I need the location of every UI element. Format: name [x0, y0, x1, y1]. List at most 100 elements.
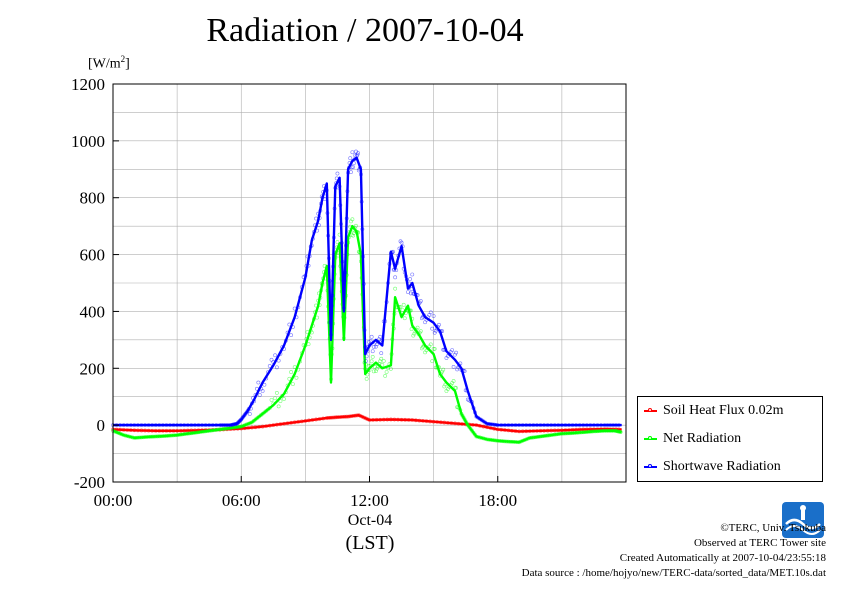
data-point: [393, 275, 398, 280]
x-axis-date-label: Oct-04: [347, 512, 393, 529]
data-point: [430, 359, 435, 364]
data-point: [408, 277, 413, 281]
data-point: [428, 310, 433, 315]
data-point: [267, 364, 272, 368]
data-point: [455, 367, 460, 372]
y-tick-label: 400: [80, 302, 106, 321]
chart-legend: Soil Heat Flux 0.02m Net Radiation Short…: [637, 396, 823, 482]
chart-title: Radiation / 2007-10-04: [206, 12, 524, 49]
data-point: [380, 362, 385, 367]
data-point: [441, 367, 446, 372]
data-point: [274, 365, 279, 370]
data-point: [351, 165, 356, 170]
credits-block: ©TERC, Univ. Tsukuba Observed at TERC To…: [522, 521, 826, 581]
x-tick-label: 00:00: [94, 491, 133, 510]
data-point: [402, 316, 407, 321]
data-point: [454, 350, 458, 355]
series-line: [112, 224, 622, 444]
grid-layer: [112, 83, 627, 483]
credit-source: Data source : /home/hojyo/new/TERC-data/…: [521, 567, 826, 579]
data-point: [257, 393, 262, 397]
data-point: [442, 384, 447, 389]
y-unit-superscript: 2: [120, 54, 126, 64]
legend-item-net-radiation: Net Radiation: [644, 429, 741, 449]
data-point: [356, 151, 361, 156]
data-point: [282, 397, 286, 401]
data-point: [384, 370, 389, 374]
data-point: [350, 150, 355, 155]
data-point: [393, 286, 398, 291]
data-point: [451, 379, 456, 383]
data-point: [440, 369, 445, 374]
x-tick-label: 18:00: [478, 491, 517, 510]
legend-label-shortwave-radiation: Shortwave Radiation: [663, 459, 781, 474]
data-point: [418, 299, 423, 303]
y-axis-unit-label: [W/m2]: [88, 54, 130, 73]
legend-item-soil-heat-flux: Soil Heat Flux 0.02m: [644, 401, 784, 421]
x-tick-label: 06:00: [222, 491, 261, 510]
credit-site: Observed at TERC Tower site: [693, 537, 826, 549]
data-point: [451, 364, 456, 369]
data-point: [430, 326, 435, 331]
data-point: [369, 334, 374, 339]
data-point: [260, 389, 265, 393]
data-point: [379, 356, 384, 361]
data-point: [291, 382, 295, 387]
data-point: [383, 373, 388, 378]
credit-created: Created Automatically at 2007-10-04/23:5…: [619, 552, 826, 564]
data-point: [368, 339, 373, 344]
legend-label-soil-heat-flux: Soil Heat Flux 0.02m: [663, 403, 784, 418]
tick-layer: -200 0 200 400 600 800 1000 1200 00:00 06:00 12:00…: [71, 75, 517, 510]
y-tick-label: 800: [80, 189, 106, 208]
data-point: [378, 334, 383, 339]
data-point: [388, 366, 393, 371]
data-point: [374, 344, 378, 349]
data-point: [269, 397, 274, 402]
data-point: [369, 359, 374, 364]
data-point: [412, 331, 417, 336]
data-point: [432, 346, 437, 351]
legend-swatch-soil-heat-flux: [644, 408, 657, 412]
data-point: [289, 370, 294, 374]
data-point: [410, 272, 415, 277]
data-point: [351, 233, 356, 238]
data-point: [364, 354, 369, 359]
y-tick-label: 600: [80, 246, 106, 265]
data-point: [453, 352, 457, 357]
data-point: [378, 359, 383, 364]
data-point: [273, 353, 277, 358]
data-point: [371, 344, 376, 349]
data-point: [431, 314, 436, 318]
data-point: [381, 359, 386, 363]
data-point: [349, 170, 353, 175]
data-point: [371, 369, 376, 374]
x-axis-zone-label: (LST): [345, 532, 395, 554]
data-point: [354, 223, 358, 228]
data-point: [247, 412, 252, 416]
legend-swatch-net-radiation: [644, 436, 657, 440]
y-unit-suffix: ]: [125, 56, 130, 72]
data-point: [377, 337, 382, 342]
y-tick-label: 0: [97, 416, 106, 435]
data-point: [375, 366, 379, 371]
data-point: [370, 355, 375, 359]
data-point: [273, 396, 277, 401]
data-point: [454, 386, 458, 390]
y-tick-label: 200: [80, 359, 106, 378]
data-point: [433, 328, 438, 333]
data-point: [364, 376, 369, 381]
data-point: [437, 322, 441, 327]
data-point: [348, 156, 353, 161]
data-point: [379, 351, 384, 356]
y-unit-prefix: [W/m: [88, 56, 121, 72]
data-point: [269, 357, 274, 362]
data-point: [335, 240, 340, 244]
y-tick-label: 1000: [71, 132, 105, 151]
x-tick-label: 12:00: [350, 491, 389, 510]
credit-copyright: ©TERC, Univ. Tsukuba: [720, 522, 826, 534]
data-point: [289, 333, 294, 338]
y-tick-label: -200: [74, 473, 105, 492]
terc-logo-icon: [782, 502, 824, 538]
data-point: [276, 404, 281, 409]
